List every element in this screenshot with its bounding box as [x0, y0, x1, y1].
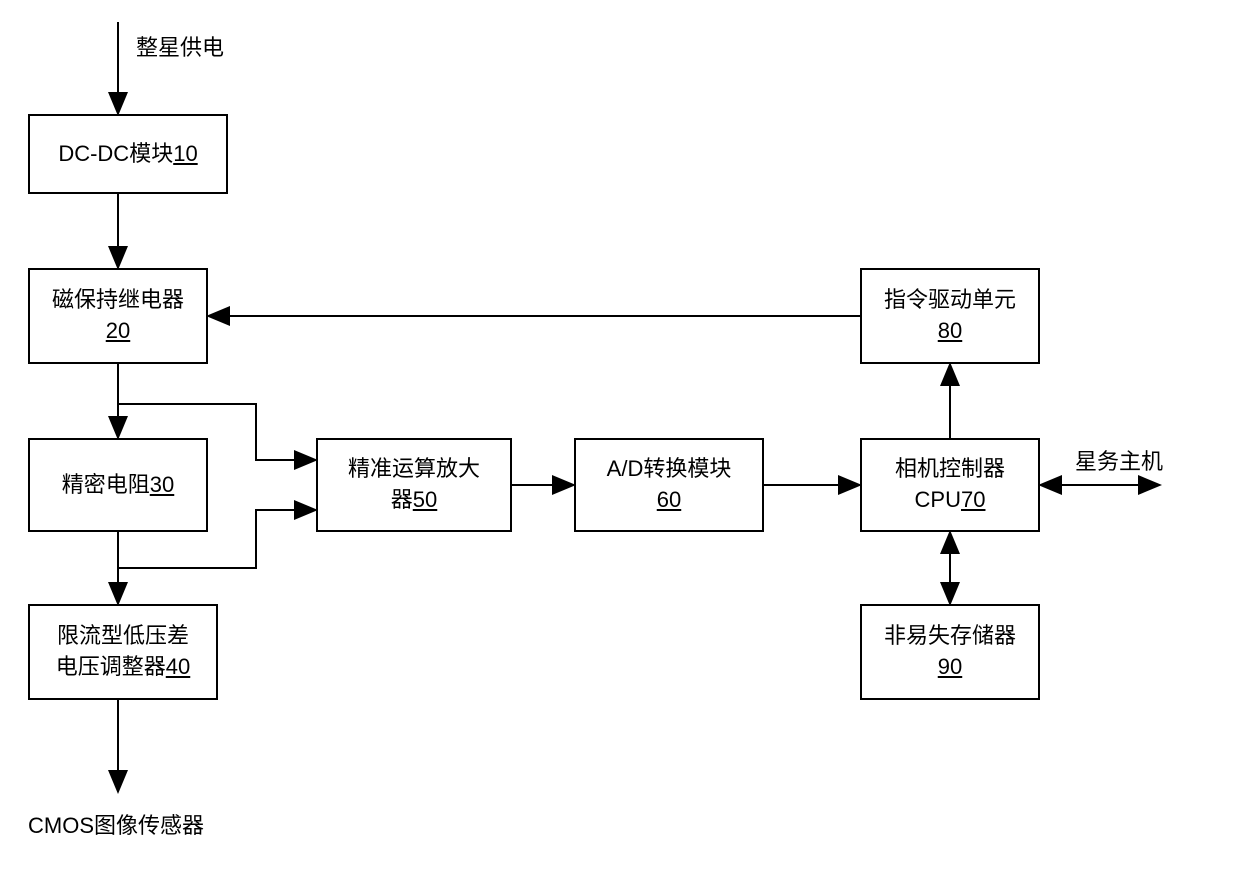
node-resistor-text: 精密电阻	[62, 472, 150, 497]
node-opamp-line1: 精准运算放大	[348, 454, 480, 485]
bottom-output-label: CMOS图像传感器	[28, 808, 204, 840]
node-ldo-line2: 电压调整器	[56, 654, 166, 679]
node-ldo-ref: 40	[166, 654, 190, 679]
node-resistor: 精密电阻30	[28, 438, 208, 532]
node-cmd-driver-text: 指令驱动单元	[884, 287, 1016, 312]
node-ldo-line1: 限流型低压差	[57, 621, 189, 652]
right-output-label: 星务主机	[1075, 444, 1163, 476]
node-resistor-ref: 30	[150, 472, 174, 497]
top-input-label: 整星供电	[136, 30, 224, 62]
node-nvram-ref: 90	[938, 654, 962, 679]
edge-tap-bot-n50	[208, 510, 314, 568]
node-opamp: 精准运算放大 器50	[316, 438, 512, 532]
node-dc-dc: DC-DC模块10	[28, 114, 228, 194]
node-cpu-line1: 相机控制器	[895, 454, 1005, 485]
node-cpu-line2: CPU	[915, 487, 961, 512]
node-opamp-ref: 50	[413, 487, 437, 512]
node-cmd-driver-ref: 80	[938, 318, 962, 343]
node-cpu-ref: 70	[961, 487, 985, 512]
node-relay-text: 磁保持继电器	[52, 287, 184, 312]
edge-tap-top-n50	[208, 404, 314, 460]
node-opamp-line2: 器	[391, 487, 413, 512]
node-dc-dc-ref: 10	[173, 141, 197, 166]
node-nvram-text: 非易失存储器	[884, 623, 1016, 648]
node-cpu: 相机控制器 CPU70	[860, 438, 1040, 532]
node-cmd-driver: 指令驱动单元 80	[860, 268, 1040, 364]
node-relay-ref: 20	[106, 318, 130, 343]
node-nvram: 非易失存储器 90	[860, 604, 1040, 700]
node-relay: 磁保持继电器 20	[28, 268, 208, 364]
node-dc-dc-text: DC-DC模块	[58, 141, 173, 166]
node-ldo: 限流型低压差 电压调整器40	[28, 604, 218, 700]
node-adc-ref: 60	[657, 487, 681, 512]
node-adc: A/D转换模块 60	[574, 438, 764, 532]
node-adc-text: A/D转换模块	[607, 456, 732, 481]
